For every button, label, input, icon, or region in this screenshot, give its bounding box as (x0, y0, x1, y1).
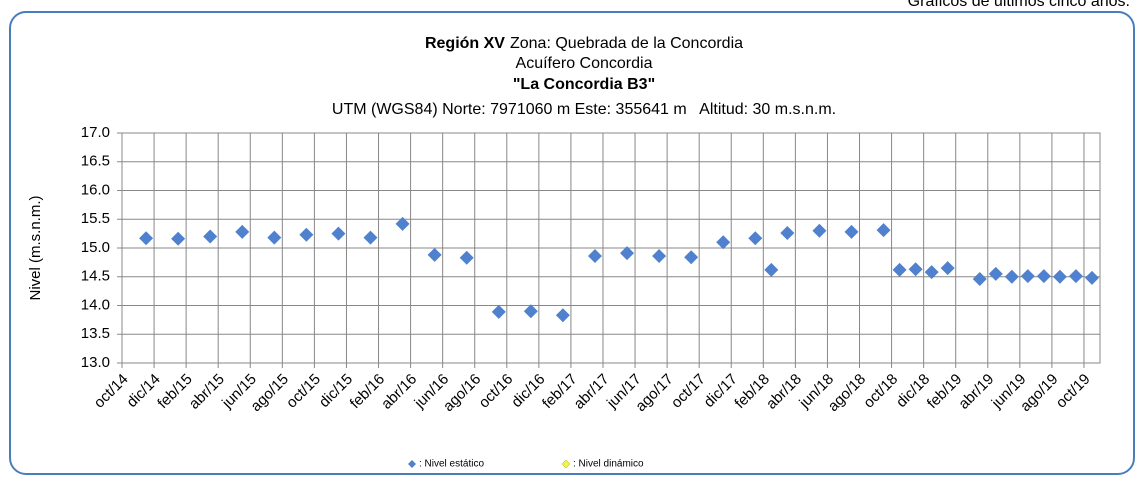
data-point (716, 235, 731, 250)
data-point (1068, 269, 1083, 284)
data-point (844, 224, 859, 239)
data-point (139, 231, 154, 246)
data-point (523, 304, 538, 319)
y-tick-label: 14.5 (81, 268, 110, 285)
x-tick-label: feb/16 (347, 371, 389, 413)
y-tick-label: 15.5 (81, 210, 110, 227)
x-tick-label: oct/17 (668, 371, 709, 412)
data-point (988, 266, 1003, 281)
x-tick-label: feb/18 (731, 371, 773, 413)
legend-label: : Nivel dinámico (573, 459, 644, 470)
legend-marker (561, 459, 571, 469)
y-tick-label: 13.5 (81, 325, 110, 342)
y-tick-label: 16.0 (81, 181, 110, 198)
data-point (764, 262, 779, 277)
data-point (459, 250, 474, 265)
x-tick-label: oct/15 (283, 371, 324, 412)
title-line: Región XV Zona: Quebrada de la Concordia (425, 35, 743, 52)
data-point (427, 247, 442, 262)
x-tick-label: oct/16 (475, 371, 516, 412)
x-tick-label: abr/18 (763, 371, 805, 413)
title-line: Acuífero Concordia (516, 55, 653, 72)
plot-area (121, 132, 1101, 364)
data-point (924, 265, 939, 280)
data-point (395, 216, 410, 231)
x-tick-label: feb/17 (539, 371, 581, 413)
legend-label: : Nivel estático (419, 459, 484, 470)
frame (9, 11, 1135, 475)
header-note: Gráficos de últimos cinco años. (908, 0, 1130, 10)
data-point (171, 231, 186, 246)
data-point (812, 223, 827, 238)
y-axis-label: Nivel (m.s.n.m.) (27, 195, 44, 300)
data-point (299, 227, 314, 242)
data-point (652, 249, 667, 264)
data-point (1004, 269, 1019, 284)
x-tick-label: abr/17 (571, 371, 613, 413)
x-tick-label: feb/15 (154, 371, 196, 413)
data-point (1084, 270, 1099, 285)
data-point (684, 250, 699, 265)
data-point (876, 223, 891, 238)
data-point (908, 262, 923, 277)
data-point (892, 262, 907, 277)
y-tick-label: 17.0 (81, 124, 110, 141)
title-line: "La Concordia B3" (513, 76, 655, 93)
data-point (235, 224, 250, 239)
y-tick-label: 16.5 (81, 153, 110, 170)
x-tick-label: oct/19 (1053, 371, 1094, 412)
x-tick-label: abr/15 (186, 371, 228, 413)
title-bold: Región XV (425, 35, 505, 52)
data-point (1036, 269, 1051, 284)
data-point (203, 229, 218, 244)
data-point (331, 226, 346, 241)
title-line: UTM (WGS84) Norte: 7971060 m Este: 35564… (332, 101, 836, 118)
x-tick-label: abr/19 (955, 371, 997, 413)
data-point (363, 230, 378, 245)
legend-marker (408, 460, 416, 468)
data-point (555, 308, 570, 323)
data-point (587, 249, 602, 264)
data-point (780, 226, 795, 241)
y-tick-label: 14.0 (81, 296, 110, 313)
x-tick-label: oct/18 (860, 371, 901, 412)
title-text: Zona: Quebrada de la Concordia (510, 35, 743, 52)
data-point (1020, 269, 1035, 284)
data-point (620, 246, 635, 261)
data-point (748, 231, 763, 246)
x-tick-label: feb/19 (924, 371, 966, 413)
data-point (972, 272, 987, 287)
data-point (940, 261, 955, 276)
data-point (491, 304, 506, 319)
y-tick-label: 13.0 (81, 354, 110, 371)
data-point (1052, 269, 1067, 284)
y-tick-label: 15.0 (81, 239, 110, 256)
x-tick-label: abr/16 (378, 371, 420, 413)
data-point (267, 230, 282, 245)
x-tick-label: oct/14 (91, 371, 132, 412)
